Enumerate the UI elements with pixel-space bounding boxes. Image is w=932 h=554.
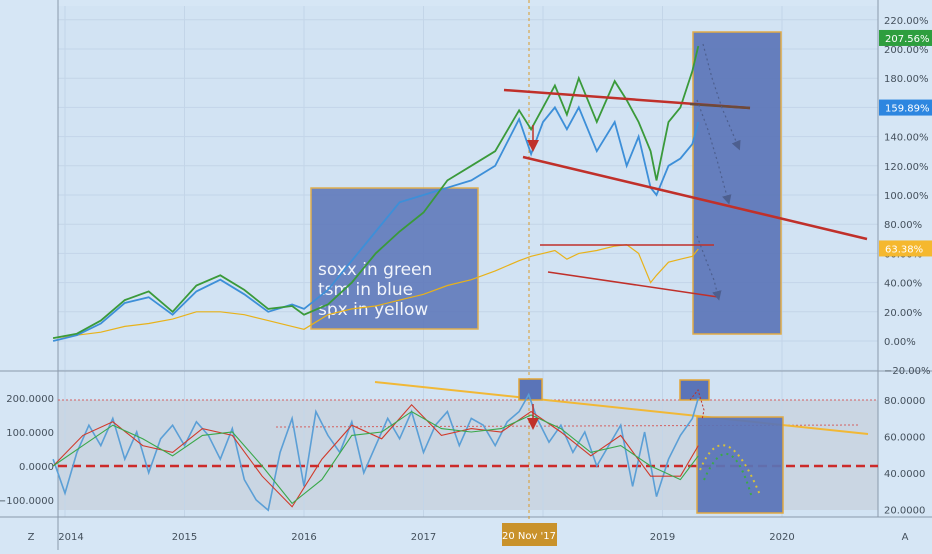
y-tick-label: 20.00% [884,308,922,319]
y-tick-label: 180.00% [884,74,929,85]
osc-right-tick-label: 20.0000 [884,506,925,517]
projection-curve-yellow [699,444,761,496]
osc-left-tick-label: 0.0000 [19,462,54,473]
annotation-line-spx: spx in yellow [318,300,428,320]
series-line-tsm [52,105,700,342]
crosshair-date-label: 20 Nov '17 [502,531,556,542]
projection-curve-green [703,452,753,499]
x-tick-label: 2016 [291,532,316,543]
timezone-toggle[interactable]: Z [28,532,35,543]
y-tick-label: 220.00% [884,16,929,27]
price-tags: 207.56% 159.89% 63.38% [879,29,932,257]
osc-right-tick-label: 80.0000 [884,396,925,407]
oscillator-trendline[interactable] [374,381,869,435]
annotation-line-tsm: tsm in blue [318,280,413,300]
price-tag-label: 159.89% [885,104,930,115]
crosshair-date-tag [502,523,557,546]
oscillator-series-group [52,392,700,512]
x-tick-label: 2015 [172,532,197,543]
osc-right-tick-label: 60.0000 [884,433,925,444]
osc-left-tick-label: 200.0000 [6,394,54,405]
oscillator-line-slow-ma [52,410,699,505]
projection-arrow-2 [696,99,732,205]
series-line-soxx [52,45,700,339]
osc-left-tick-label: 100.0000 [6,428,54,439]
y-axis-oscillator-right[interactable]: 80.0000 60.0000 40.0000 20.0000 [884,396,925,517]
main-series-group [52,45,700,342]
price-tag-box [879,99,932,116]
auto-scale-toggle[interactable]: A [902,532,909,543]
y-tick-label: 140.00% [884,133,929,144]
osc-left-tick-label: −100.0000 [0,496,54,507]
y-tick-label: 200.00% [884,45,929,56]
y-axis-oscillator-left[interactable]: 200.0000 100.0000 0.0000 −100.0000 [0,394,54,507]
price-tag-label: 63.38% [885,244,923,255]
osc-right-tick-label: 40.0000 [884,469,925,480]
y-tick-label: 100.00% [884,191,929,202]
y-tick-label: 120.00% [884,162,929,173]
x-tick-label: 2017 [411,532,436,543]
x-tick-label: 2019 [650,532,675,543]
price-tag-label: 207.56% [885,34,930,45]
projection-box-main[interactable] [692,31,782,335]
trendline-lower-red[interactable] [522,155,868,241]
oscillator-marker-box-1[interactable] [518,378,543,401]
trendline-upper-red-tail[interactable] [689,102,751,110]
y-tick-label: 0.00% [884,337,916,348]
oscillator-mid-level [275,424,861,428]
series-line-spx [53,243,699,339]
projection-arrow-1 [702,43,741,151]
price-tag-box [879,29,932,46]
y-tick-label: 40.00% [884,279,922,290]
y-tick-label: −20.00% [884,366,931,377]
price-tag-box [879,240,932,257]
annotation-box[interactable] [310,187,479,330]
x-tick-label: 2014 [58,532,83,543]
projection-arrow-3 [696,235,722,301]
x-tick-label: 2020 [769,532,794,543]
trendline-spx-lower[interactable] [547,271,719,298]
y-tick-label: 80.00% [884,220,922,231]
annotation-line-soxx: soxx in green [318,260,432,280]
oscillator-marker-box-2[interactable] [679,379,710,401]
